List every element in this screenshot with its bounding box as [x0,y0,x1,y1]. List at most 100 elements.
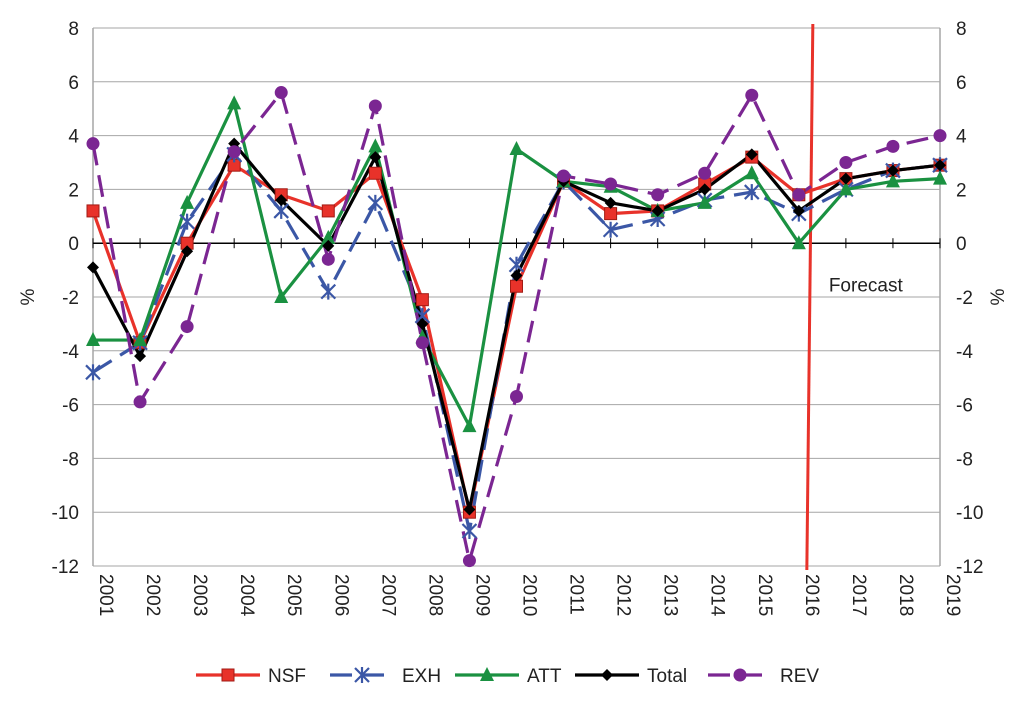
data-point-rev [604,177,618,191]
data-point-att [791,235,806,250]
data-point-total [87,261,99,274]
legend-label: Total [647,666,687,687]
y-axis-title-right: % [988,288,1009,305]
x-tick-label: 2001 [95,574,116,616]
data-point-att [697,194,712,209]
forecast-line [805,23,815,571]
y-tick-label-right: 4 [956,127,967,148]
data-point-nsf [415,293,429,307]
x-tick-label: 2005 [283,574,304,616]
data-point-total [275,194,288,207]
series-line-exh [92,152,941,533]
x-tick-label: 2004 [236,574,257,617]
legend-swatch-marker [221,668,235,682]
y-axis-title-left: % [18,288,39,305]
x-tick-label: 2008 [424,574,445,616]
legend-label: REV [780,666,819,687]
y-tick-label-right: -6 [956,396,973,417]
data-point-nsf [86,204,100,218]
data-point-rev [792,188,806,202]
legend-swatch-marker [733,668,747,682]
y-tick-label-left: -4 [62,342,79,363]
x-tick-label: 2018 [895,574,916,616]
data-point-att [274,289,289,303]
x-tick-label: 2015 [754,574,775,616]
x-tick-label: 2003 [189,574,210,616]
data-point-att [86,332,100,347]
data-point-att [933,170,947,185]
y-tick-label-right: 6 [956,73,967,94]
data-point-rev [745,88,759,102]
data-point-nsf [510,279,523,293]
x-tick-label: 2006 [330,574,351,616]
data-point-total [934,159,946,172]
data-point-att [744,165,759,180]
x-tick-label: 2007 [377,574,398,616]
data-point-att [368,138,383,153]
data-point-total [463,503,476,516]
series-line-rev [91,90,941,563]
data-point-total [745,148,758,161]
data-point-rev [462,554,476,568]
data-point-rev [651,188,665,202]
data-point-total [792,204,805,217]
y-tick-label-left: -6 [62,396,79,417]
y-tick-label-left: 8 [68,19,79,40]
x-tick-label: 2010 [519,574,540,616]
data-point-att [321,229,336,244]
forecast-annotation: Forecast [829,276,904,297]
data-point-att [838,181,853,196]
x-tick-label: 2014 [707,574,728,617]
y-tick-label-left: 2 [68,180,79,201]
data-point-att [885,173,900,188]
legend-item-rev: REV [708,666,819,687]
data-point-nsf [321,204,335,218]
y-tick-label-right: 0 [956,234,967,255]
data-point-exh [602,221,619,238]
legend-swatch-marker [601,669,613,681]
x-tick-label: 2017 [848,574,869,616]
y-tick-label-left: -8 [62,449,79,470]
data-point-total [651,204,664,217]
series-line-nsf [91,155,941,514]
data-point-att [227,95,242,110]
y-tick-label-left: -12 [52,557,79,578]
x-tick-label: 2016 [801,574,822,616]
data-point-rev [368,99,382,113]
x-tick-label: 2019 [942,574,963,616]
y-tick-label-right: -2 [956,288,973,309]
data-point-total [416,317,429,330]
y-tick-label-left: -2 [62,288,79,309]
legend-label: NSF [268,666,306,687]
gridlines [93,27,940,567]
data-point-rev [886,139,900,153]
data-point-exh [179,213,195,230]
data-point-rev [86,137,100,151]
data-point-total [510,269,523,282]
axis-labels: 86420-2-4-6-8-10-1286420-2-4-6-8-10-1220… [18,19,1009,617]
data-point-exh [461,523,478,540]
y-tick-label-left: 6 [68,73,79,94]
legend-item-att: ATT [455,666,562,687]
data-point-nsf [604,207,618,221]
data-point-total [369,151,382,164]
data-point-rev [933,129,947,143]
legend-item-total: Total [575,666,687,687]
y-tick-label-right: 8 [956,19,967,40]
legend-swatch-marker [354,667,370,683]
x-tick-label: 2012 [613,574,634,616]
data-point-rev [227,145,241,159]
y-tick-label-right: -10 [956,503,983,524]
y-tick-label-right: -8 [956,449,973,470]
x-tick-label: 2013 [660,574,681,616]
data-point-exh [367,194,384,211]
data-point-total [322,239,335,252]
data-point-total [604,196,617,209]
data-point-rev [321,252,335,266]
data-point-total [698,183,711,196]
data-point-rev [557,169,571,183]
data-point-att [509,141,524,156]
data-point-exh [320,283,337,300]
